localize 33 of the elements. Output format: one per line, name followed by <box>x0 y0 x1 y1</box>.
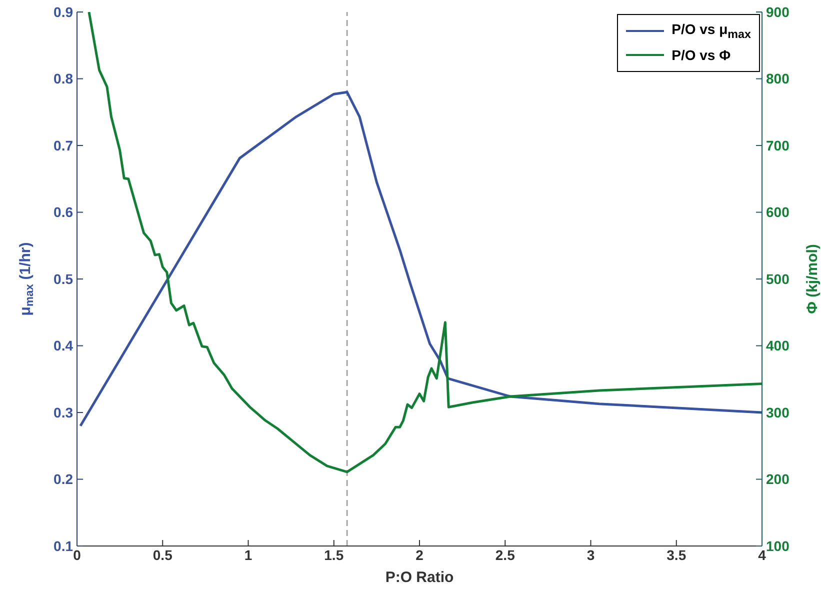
x-tick-label: 1.5 <box>324 546 344 563</box>
y-tick-label: 0.6 <box>54 204 74 220</box>
line-series <box>88 12 762 474</box>
y2-tick-label: 400 <box>766 338 790 354</box>
x-axis-title: P:O Ratio <box>385 569 454 586</box>
y-tick-label: 0.3 <box>54 404 74 420</box>
y-tick-label: 0.7 <box>54 137 74 154</box>
x-tick-label: 2 <box>416 546 424 563</box>
x-tick-label: 3.5 <box>666 546 686 563</box>
legend-label: P/O vs Φ <box>672 47 731 63</box>
y2-tick-label: 300 <box>766 404 790 420</box>
y2-tick-label: 700 <box>766 137 790 154</box>
line-series <box>79 90 762 428</box>
y2-tick-label: 500 <box>766 270 790 287</box>
y-tick-label: 0.1 <box>54 538 74 554</box>
y-tick-label: 0.2 <box>54 471 74 488</box>
x-tick-label: 1 <box>244 546 252 563</box>
legend-label: P/O vs μ$_{max}$ <box>672 21 751 41</box>
y-tick-label: 0.8 <box>54 70 74 87</box>
y2-tick-label: 600 <box>766 204 790 220</box>
x-tick-label: 4 <box>758 546 766 563</box>
x-tick-label: 0 <box>73 546 82 563</box>
y-tick-label: 0.5 <box>54 270 74 287</box>
y2-tick-label: 900 <box>766 4 790 20</box>
y2-tick-label: 200 <box>766 471 790 488</box>
y2-tick-label: 100 <box>766 538 790 554</box>
y2-tick-label: 800 <box>766 70 790 87</box>
x-tick-label: 0.5 <box>152 546 173 563</box>
x-tick-label: 2.5 <box>495 546 516 563</box>
y2-axis-title: Φ (kj/mol) <box>804 244 821 314</box>
y-tick-label: 0.9 <box>54 4 74 20</box>
y-tick-label: 0.4 <box>54 338 74 354</box>
x-tick-label: 3 <box>586 546 595 563</box>
